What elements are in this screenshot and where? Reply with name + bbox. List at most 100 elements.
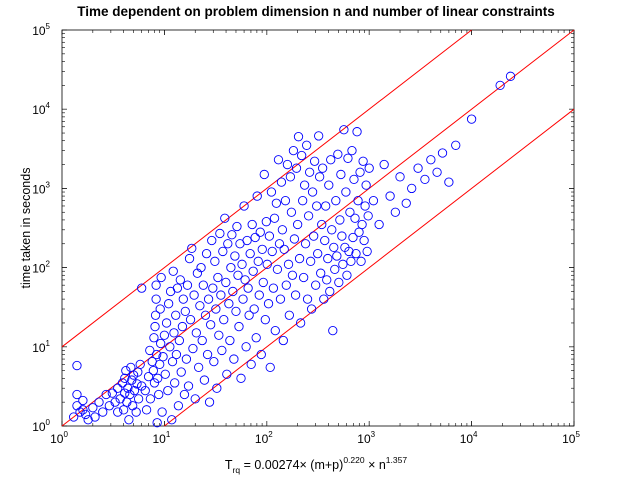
y-tick-label: 103 [32, 180, 50, 196]
data-point [163, 299, 174, 309]
data-point [444, 177, 454, 187]
data-point [248, 266, 258, 276]
data-point [312, 201, 322, 211]
y-tick-label: 104 [32, 101, 50, 117]
data-point [338, 259, 348, 269]
data-point [217, 345, 227, 356]
data-point [247, 219, 257, 230]
data-point [78, 405, 88, 415]
data-point [145, 394, 156, 404]
data-point [299, 180, 310, 190]
data-point [269, 213, 280, 223]
data-point [346, 256, 356, 266]
data-point [267, 246, 277, 257]
x-tick-label: 100 [50, 430, 68, 446]
data-point [327, 225, 337, 235]
data-point [78, 395, 88, 406]
data-point [135, 359, 145, 370]
data-point [171, 349, 182, 360]
data-point [174, 335, 185, 346]
data-point [170, 378, 180, 388]
data-point [314, 131, 324, 141]
data-point [203, 294, 214, 304]
data-point [163, 385, 173, 396]
data-point [437, 148, 448, 158]
data-point [161, 318, 172, 328]
data-point [261, 217, 271, 227]
data-point [339, 125, 349, 135]
data-point [336, 169, 346, 180]
data-point [145, 345, 155, 356]
data-point [407, 183, 417, 194]
data-point [143, 371, 154, 382]
data-point [358, 156, 368, 166]
data-point [309, 156, 320, 166]
data-point [153, 373, 163, 383]
data-point [199, 375, 210, 385]
data-point [255, 227, 265, 237]
data-point [343, 153, 353, 163]
data-point [158, 352, 168, 362]
data-point [208, 283, 218, 293]
data-point [268, 283, 279, 293]
x-tick-labels: 100 101 102 103 104 105 [50, 430, 580, 446]
data-point [140, 385, 150, 396]
data-point [345, 207, 355, 217]
data-point [249, 304, 259, 314]
data-point [190, 394, 200, 404]
data-point [332, 251, 342, 261]
data-point [279, 244, 289, 255]
y-axis-label: time taken in seconds [19, 168, 33, 289]
data-point [348, 232, 358, 243]
data-point [182, 280, 193, 290]
data-point [420, 174, 430, 185]
data-point [204, 397, 215, 407]
data-point [151, 349, 162, 360]
data-point [505, 71, 516, 81]
data-point [283, 259, 294, 269]
data-point [214, 330, 224, 340]
data-point [132, 379, 142, 389]
data-point [309, 231, 319, 241]
data-point [196, 262, 206, 273]
x-tick-label: 103 [357, 430, 375, 446]
data-point [195, 301, 205, 311]
data-point [294, 253, 305, 264]
data-point [295, 318, 306, 328]
data-point [90, 412, 100, 422]
data-point [288, 145, 299, 156]
data-point [201, 248, 212, 259]
data-point [350, 213, 360, 223]
data-point [264, 231, 275, 241]
data-point [243, 283, 253, 293]
data-point [211, 304, 221, 314]
data-point [328, 325, 338, 336]
data-point [187, 243, 197, 254]
data-point [259, 169, 269, 180]
data-point [237, 259, 247, 269]
data-point [231, 306, 241, 317]
y-tick-labels: 100 101 102 103 104 105 [32, 22, 50, 434]
data-point [317, 219, 327, 230]
data-point [306, 304, 317, 314]
data-point [177, 321, 188, 332]
data-point [363, 211, 373, 221]
data-point [395, 172, 405, 182]
data-point [325, 286, 335, 297]
chart-title: Time dependent on problem dimension n an… [77, 4, 555, 19]
reference-line [61, 29, 575, 427]
data-point [191, 328, 201, 338]
data-point [293, 132, 304, 142]
data-point [285, 172, 296, 182]
data-point [210, 256, 220, 266]
data-point [223, 239, 233, 249]
data-point [219, 315, 229, 325]
data-point [282, 159, 293, 170]
data-point [413, 163, 423, 173]
plot-area [61, 29, 575, 428]
data-point [289, 234, 300, 244]
data-point [156, 272, 166, 283]
data-point [200, 310, 211, 320]
data-point [155, 304, 165, 314]
data-point [273, 155, 284, 165]
